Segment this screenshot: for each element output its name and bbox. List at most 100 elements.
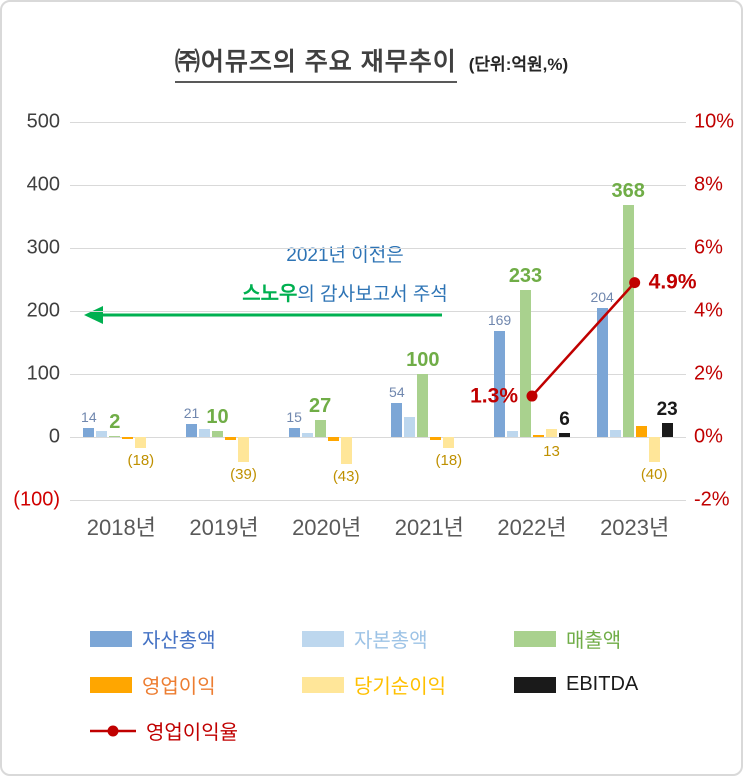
legend-swatch	[514, 676, 556, 693]
data-label-당기순이익-2021년: (18)	[435, 452, 463, 470]
legend-item-자본총액: 자본총액	[302, 624, 514, 653]
gridline	[70, 437, 686, 438]
left-axis-tick: (100)	[13, 488, 60, 511]
legend-item-영업이익율: 영업이익율	[90, 716, 302, 745]
gridline	[70, 248, 686, 249]
data-label-EBITDA-2023년: 23	[656, 398, 678, 420]
legend-swatch	[302, 676, 344, 693]
x-axis-label-2018년: 2018년	[86, 515, 156, 540]
data-label-매출액-2020년: 27	[309, 394, 332, 417]
bar-자산총액-2019년	[186, 423, 197, 437]
left-axis-tick: 200	[26, 299, 60, 322]
data-label-매출액-2023년: 368	[611, 180, 645, 203]
data-label-당기순이익-2019년: (39)	[230, 465, 257, 483]
chart-title: ㈜어뮤즈의 주요 재무추이	[174, 42, 457, 83]
legend-label: 영업이익율	[146, 722, 238, 744]
legend-label: EBITDA	[566, 673, 639, 695]
annotation-highlight: 스노우	[242, 283, 298, 305]
right-axis: 10% 8% 6% 4% 2% 0% -2%	[694, 111, 741, 511]
data-label-자산총액-2020년: 15	[286, 408, 302, 425]
margin-label: 4.9%	[648, 270, 697, 294]
right-axis-tick: 0%	[694, 425, 723, 448]
data-label-자산총액-2021년: 54	[389, 383, 405, 400]
legend-label: 매출액	[566, 630, 622, 652]
data-label-매출액-2022년: 233	[508, 265, 543, 288]
annotation: 2021년 이전은 스노우의 감사보고서 주석	[180, 240, 510, 306]
bar-당기순이익-2018년	[135, 437, 147, 449]
right-axis-tick: 4%	[694, 299, 723, 322]
bar-영업이익-2023년	[635, 426, 647, 437]
legend-line-swatch	[90, 723, 136, 739]
left-axis-tick: 0	[48, 425, 60, 448]
data-label-당기순이익-2018년: (18)	[127, 452, 155, 470]
bar-매출액-2018년	[109, 435, 121, 437]
data-label-자산총액-2019년: 21	[183, 404, 200, 421]
data-label-당기순이익-2020년: (43)	[332, 468, 360, 486]
gridline	[70, 122, 686, 123]
legend-row: 영업이익율	[90, 716, 726, 745]
x-axis-label-2023년: 2023년	[600, 515, 670, 540]
bar-당기순이익-2020년	[340, 437, 352, 465]
gridline	[70, 311, 686, 312]
title-row: ㈜어뮤즈의 주요 재무추이 (단위:억원,%)	[2, 42, 741, 83]
right-axis-tick: 8%	[694, 173, 723, 196]
legend-row: 영업이익 당기순이익 EBITDA	[90, 670, 726, 699]
bar-자본총액-2019년	[199, 428, 210, 437]
data-label-자산총액-2022년: 169	[487, 311, 512, 328]
bar-자산총액-2023년	[596, 308, 608, 437]
plot-area: 2021년 이전은 스노우의 감사보고서 주석 14 21 15 54 169 204 2 1…	[70, 122, 697, 501]
x-axis-label-2022년: 2022년	[497, 515, 567, 540]
line-marker	[526, 390, 538, 402]
annotation-line2: 스노우의 감사보고서 주석	[180, 277, 510, 306]
bar-자본총액-2020년	[301, 432, 313, 437]
legend-swatch	[302, 630, 344, 647]
legend-swatch	[90, 676, 132, 693]
bar-영업이익-2019년	[225, 437, 236, 441]
legend-row: 자산총액 자본총액 매출액	[90, 624, 726, 653]
data-label-자산총액-2023년: 204	[590, 289, 614, 306]
x-axis: 2018년 2019년 2020년 2021년 2022년 2023년	[70, 510, 686, 544]
bar-매출액-2023년	[622, 205, 634, 437]
bar-영업이익-2021년	[430, 437, 442, 440]
gridline	[70, 374, 686, 375]
right-axis-tick: 2%	[694, 362, 723, 385]
right-axis-tick: 10%	[694, 110, 735, 133]
left-axis: 500 400 300 200 100 0 (100)	[2, 111, 60, 511]
bar-매출액-2021년	[417, 374, 429, 437]
bar-당기순이익-2023년	[648, 437, 660, 463]
legend-item-매출액: 매출액	[514, 624, 726, 653]
gridline	[70, 500, 686, 501]
bar-영업이익-2020년	[327, 437, 339, 442]
legend-item-자산총액: 자산총액	[90, 624, 302, 653]
bar-매출액-2022년	[520, 290, 531, 437]
line-marker	[629, 277, 641, 289]
bar-자산총액-2018년	[83, 428, 95, 437]
bar-매출액-2020년	[314, 419, 326, 437]
legend-item-EBITDA: EBITDA	[514, 670, 726, 699]
legend-item-영업이익: 영업이익	[90, 670, 302, 699]
left-axis-tick: 100	[26, 362, 60, 385]
bar-자산총액-2020년	[288, 427, 300, 437]
data-label-자산총액-2018년: 14	[81, 409, 97, 426]
bar-당기순이익-2022년	[546, 428, 557, 437]
bar-영업이익-2018년	[122, 437, 134, 439]
data-label-매출액-2021년: 100	[406, 349, 440, 371]
bar-자본총액-2022년	[507, 431, 518, 437]
annotation-line1: 2021년 이전은	[286, 245, 404, 266]
left-axis-tick: 500	[26, 110, 60, 133]
bar-자본총액-2021년	[404, 417, 416, 437]
bar-영업이익-2022년	[533, 435, 544, 437]
bar-자산총액-2022년	[494, 330, 505, 437]
profit-margin-line	[526, 277, 641, 402]
unit-label: (단위:억원,%)	[468, 55, 569, 74]
data-label-EBITDA-2022년: 6	[559, 409, 570, 431]
right-axis-tick: 6%	[694, 236, 723, 259]
margin-label: 1.3%	[470, 384, 518, 408]
left-axis-tick: 400	[26, 173, 60, 196]
bar-당기순이익-2021년	[443, 437, 455, 449]
right-axis-tick: -2%	[694, 488, 730, 511]
bar-자본총액-2023년	[609, 430, 621, 437]
green-arrow-head	[84, 306, 103, 324]
